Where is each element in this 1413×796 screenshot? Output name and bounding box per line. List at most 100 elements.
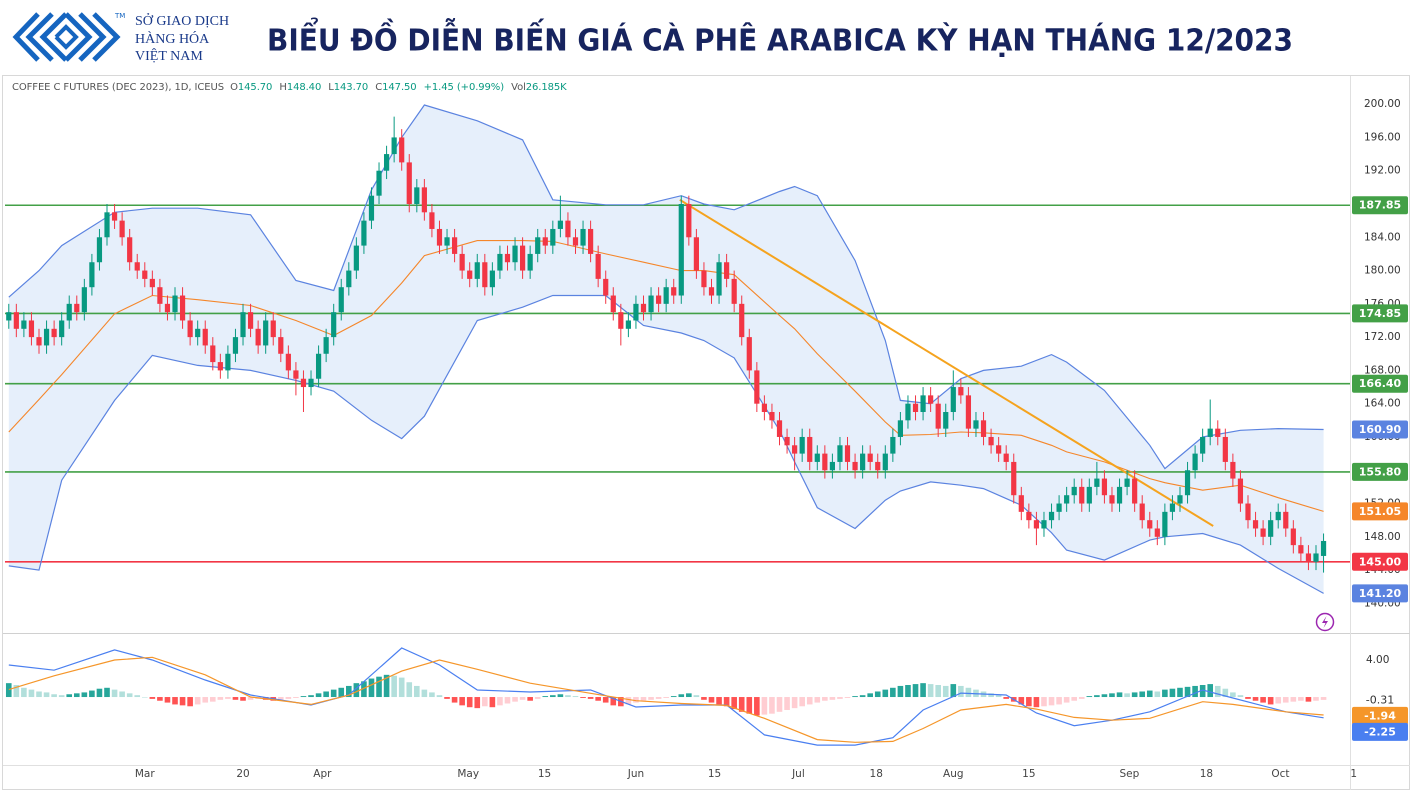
- logo-chevron: [92, 12, 121, 62]
- candle-body: [708, 287, 715, 296]
- histogram-bar: [429, 692, 435, 698]
- candle-body: [391, 137, 397, 155]
- volume-value: 26.185K: [525, 82, 567, 93]
- candle-body: [1124, 478, 1130, 487]
- histogram-bar: [300, 696, 307, 698]
- histogram-bar: [1230, 692, 1236, 698]
- price-tag: [1352, 462, 1408, 481]
- histogram-bar: [1192, 685, 1198, 698]
- logo-chevron: [39, 12, 68, 62]
- histogram-bar: [791, 697, 798, 709]
- histogram-bar: [444, 697, 450, 699]
- histogram-bar: [1169, 688, 1176, 698]
- candle-body: [844, 445, 851, 462]
- x-tick-label: Jul: [791, 768, 805, 780]
- candle-body: [96, 237, 103, 263]
- candle-body: [1305, 553, 1312, 562]
- field-value: 148.40: [286, 82, 322, 93]
- field-value: 147.50: [382, 82, 417, 93]
- logo-text: HÀNG HÓA: [135, 30, 210, 47]
- field-value: 143.70: [333, 82, 369, 93]
- candle-body: [572, 237, 579, 246]
- histogram-bar: [1207, 684, 1214, 698]
- histogram-bar: [383, 674, 390, 698]
- histogram-bar: [859, 695, 866, 698]
- candle-body: [1101, 478, 1108, 496]
- x-tick-label: Jun: [627, 768, 644, 780]
- histogram-bar: [1184, 686, 1191, 698]
- candle-body: [421, 187, 427, 213]
- histogram-bar: [497, 697, 503, 706]
- histogram-bar: [935, 685, 941, 698]
- histogram-bar: [58, 695, 65, 698]
- candle-body: [1320, 540, 1327, 556]
- lightning-icon: [1315, 612, 1335, 632]
- candle-body: [368, 195, 375, 221]
- candle-body: [429, 212, 435, 229]
- candle-body: [1169, 503, 1176, 512]
- histogram-bar: [240, 697, 246, 701]
- histogram-bar: [157, 697, 163, 701]
- histogram-bar: [209, 697, 216, 702]
- candle-body: [1154, 528, 1160, 537]
- candle-body: [263, 320, 269, 346]
- candle-body: [648, 295, 654, 313]
- candle-body: [867, 453, 873, 462]
- candle-body: [149, 278, 155, 288]
- candle-body: [504, 253, 511, 263]
- histogram-bar: [172, 697, 178, 705]
- candle-body: [829, 461, 836, 471]
- histogram-bar: [141, 697, 148, 698]
- candle-body: [958, 387, 964, 396]
- logo-chevron: [12, 12, 40, 62]
- candle-body: [973, 420, 979, 429]
- x-tick-label: 20: [236, 768, 249, 780]
- price-tag-label: 151.05: [1359, 505, 1401, 518]
- candle-body: [459, 253, 465, 271]
- price-tag-label: -1.94: [1364, 709, 1396, 722]
- logo-chevron: [64, 12, 93, 62]
- candle-body: [1268, 520, 1274, 537]
- histogram-bar: [414, 685, 420, 698]
- price-tag-label: 141.20: [1359, 587, 1402, 600]
- price-tag-label: 160.90: [1359, 423, 1402, 436]
- candle-body: [1237, 478, 1244, 504]
- histogram-bar: [1041, 697, 1047, 707]
- price-tag-label: 155.80: [1359, 465, 1402, 478]
- candle-body: [232, 337, 239, 354]
- candle-body: [489, 270, 495, 288]
- histogram-bar: [285, 697, 292, 699]
- histogram-bar: [346, 685, 352, 698]
- candle-body: [1011, 461, 1017, 496]
- candle-body: [240, 312, 246, 338]
- histogram-bar: [89, 690, 95, 698]
- x-tick-label: 15: [1022, 768, 1035, 780]
- histogram-bar: [5, 683, 12, 698]
- histogram-bar: [474, 697, 481, 709]
- histogram-bar: [920, 683, 926, 698]
- price-tag: [1352, 552, 1408, 571]
- histogram-bar: [66, 694, 73, 698]
- histogram-bar: [1071, 697, 1077, 701]
- logo-text: VIỆT NAM: [135, 47, 203, 64]
- candle-body: [59, 320, 65, 338]
- histogram-bar: [1275, 697, 1282, 704]
- field-key: H: [279, 82, 287, 93]
- candle-body: [142, 270, 148, 279]
- candle-body: [822, 453, 828, 471]
- y-tick-label: 192.00: [1364, 165, 1401, 177]
- x-tick-label: Aug: [943, 768, 964, 780]
- histogram-bar: [610, 697, 617, 706]
- histogram-bar: [21, 687, 27, 698]
- histogram-bar: [368, 678, 375, 698]
- price-tag: [1352, 722, 1408, 741]
- candle-body: [656, 295, 662, 304]
- candle-body: [1132, 478, 1138, 504]
- candle-body: [769, 412, 775, 421]
- candle-body: [119, 220, 125, 238]
- candle-body: [799, 436, 805, 454]
- histogram-bar: [950, 684, 957, 698]
- histogram-bar: [572, 696, 579, 698]
- candle-body: [300, 378, 307, 388]
- price-tag: [1352, 374, 1408, 393]
